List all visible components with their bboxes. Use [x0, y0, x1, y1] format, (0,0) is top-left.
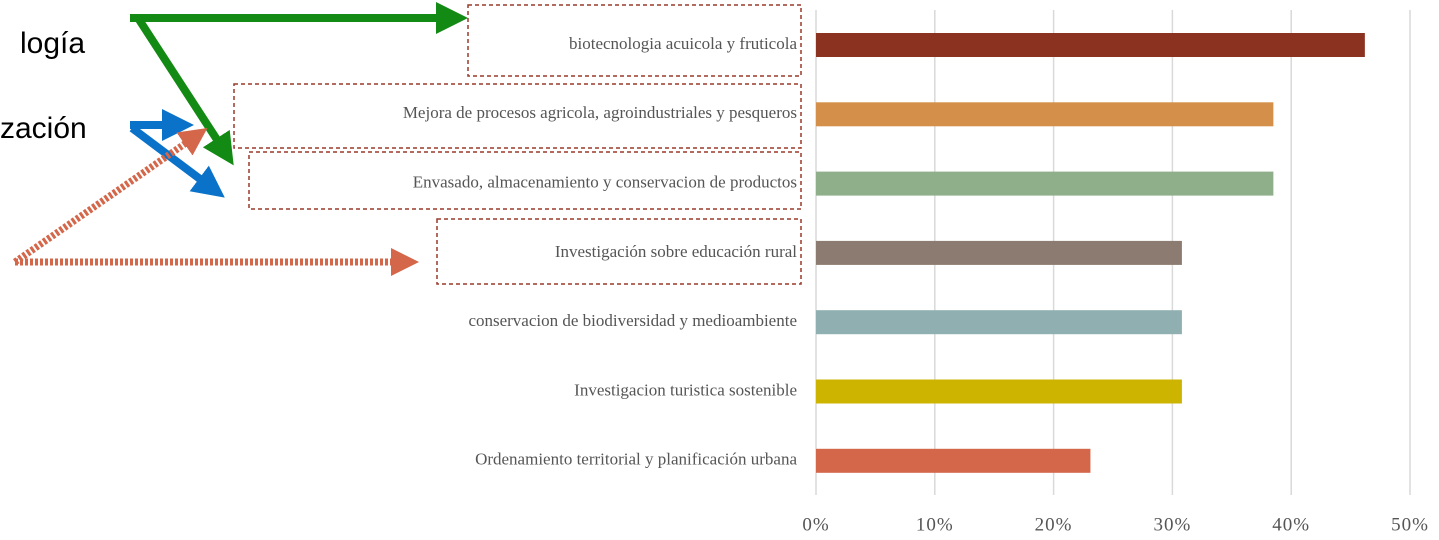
category-label: Investigacion turistica sostenible	[574, 380, 797, 399]
x-tick-label: 30%	[1153, 514, 1191, 535]
bar	[816, 240, 1182, 265]
bar	[816, 379, 1182, 404]
category-label: Envasado, almacenamiento y conservacion …	[413, 173, 797, 192]
x-tick-label: 50%	[1391, 514, 1429, 535]
annotation-arrows	[13, 2, 468, 276]
highlight-boxes	[233, 4, 802, 285]
bar	[816, 310, 1182, 335]
x-tick-label: 10%	[916, 514, 954, 535]
bar	[816, 448, 1091, 473]
category-label: Ordenamiento territorial y planificación…	[475, 450, 797, 469]
annotation: zación	[0, 112, 87, 145]
category-label: biotecnologia acuicola y fruticola	[569, 34, 797, 53]
category-label: conservacion de biodiversidad y medioamb…	[468, 311, 797, 330]
highlight-box	[436, 218, 802, 285]
category-label: Investigación sobre educación rural	[555, 242, 797, 261]
blue-arrow	[129, 124, 225, 198]
green-arrow	[134, 15, 234, 166]
category-label: Mejora de procesos agricola, agroindustr…	[403, 103, 797, 122]
bar	[816, 33, 1365, 57]
bar	[816, 102, 1274, 127]
red-arrow	[13, 128, 208, 265]
x-tick-label: 40%	[1272, 514, 1310, 535]
highlight-box	[467, 4, 802, 77]
bar	[816, 171, 1274, 196]
x-tick-label: 20%	[1035, 514, 1073, 535]
highlight-box	[233, 83, 802, 149]
highlight-box	[248, 151, 802, 210]
x-tick-label: 0%	[802, 514, 829, 535]
annotation: logía	[20, 27, 85, 60]
